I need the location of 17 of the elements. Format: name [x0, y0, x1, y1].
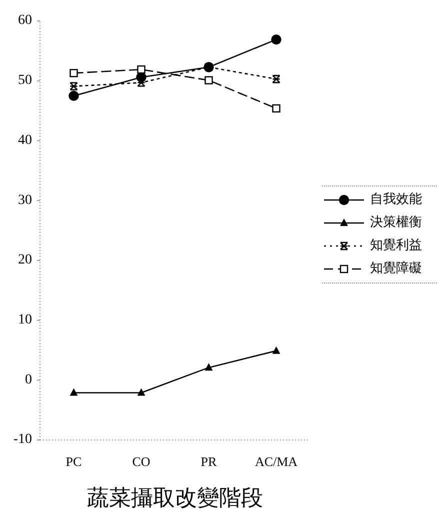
legend-label: 知覺利益 — [370, 236, 422, 252]
legend-label: 決策權衡 — [370, 214, 422, 229]
legend-label: 自我效能 — [370, 190, 422, 206]
y-tick-label: 30 — [18, 192, 32, 208]
y-tick-label: -10 — [13, 432, 32, 448]
y-tick-label: 50 — [18, 73, 32, 88]
y-tick-label: 60 — [18, 13, 32, 28]
x-tick-label: PR — [200, 454, 218, 469]
legend-label: 知覺障礙 — [370, 260, 422, 275]
y-tick-label: 0 — [25, 372, 32, 388]
x-tick-label: PC — [66, 454, 82, 469]
y-tick-label: 20 — [18, 252, 32, 268]
x-tick-label: AC/MA — [254, 454, 298, 469]
x-tick-label: CO — [132, 454, 150, 469]
y-tick-label: 40 — [18, 132, 32, 148]
y-tick-label: 10 — [18, 312, 32, 328]
x-axis-title: 蔬菜攝取改變階段 — [87, 485, 263, 510]
